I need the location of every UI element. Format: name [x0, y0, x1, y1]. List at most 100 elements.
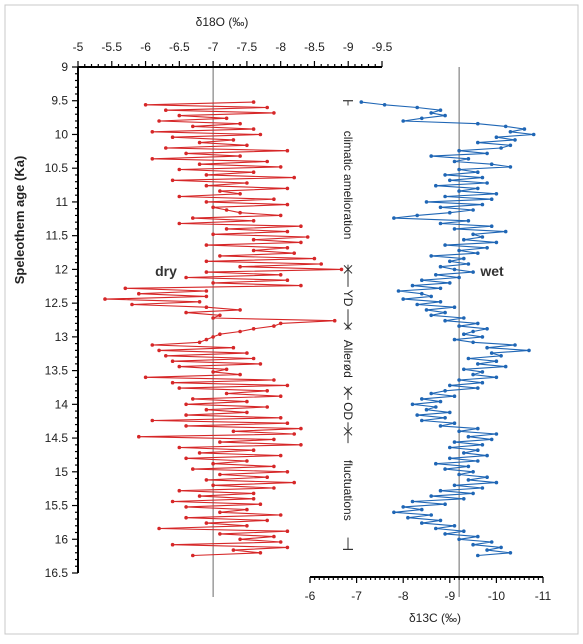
- d18o-data-point: [211, 370, 215, 374]
- period-boundary-mark: [343, 322, 353, 332]
- d18o-data-point: [278, 321, 283, 326]
- d13c-data-point: [476, 140, 480, 145]
- y-tick-label: 14: [55, 397, 69, 411]
- d13c-data-point: [452, 337, 457, 342]
- d18o-data-point: [299, 283, 303, 288]
- d18o-data-point: [245, 524, 249, 528]
- d18o-data-point: [278, 513, 283, 517]
- d18o-data-point: [245, 507, 249, 512]
- d13c-data-point: [462, 332, 466, 337]
- d13c-data-point: [434, 526, 438, 531]
- d13c-data-point: [443, 173, 447, 177]
- d18o-data-point: [197, 451, 202, 455]
- d13c-data-point: [429, 391, 434, 396]
- d18o-data-point: [204, 243, 209, 247]
- d18o-data-point: [197, 162, 202, 166]
- d18o-data-point: [177, 167, 182, 172]
- d18o-data-point: [278, 540, 283, 544]
- d18o-data-point: [238, 537, 242, 542]
- d18o-data-point: [278, 416, 283, 420]
- d18o-data-point: [299, 443, 303, 447]
- d18o-data-point: [137, 434, 141, 439]
- d18o-data-point: [211, 205, 215, 210]
- d18o-data-point: [245, 410, 249, 415]
- d18o-data-point: [177, 488, 182, 493]
- d18o-data-point: [197, 140, 202, 145]
- d18o-data-point: [251, 497, 256, 501]
- d18o-data-point: [218, 254, 222, 258]
- d13c-data-point: [420, 291, 424, 296]
- d13c-data-point: [420, 397, 424, 401]
- d13c-data-point: [448, 259, 452, 264]
- d18o-data-point: [238, 329, 242, 334]
- d13c-data-point: [443, 532, 447, 536]
- d13c-data-point: [485, 327, 489, 331]
- d13c-data-point: [429, 313, 434, 318]
- d18o-data-point: [251, 100, 256, 104]
- d18o-data-point: [238, 192, 242, 196]
- d13c-data-point: [457, 167, 461, 172]
- top-tick-label: -7: [208, 40, 219, 54]
- d13c-data-point: [476, 362, 480, 366]
- period-label: fluctuations: [341, 460, 355, 521]
- d13c-data-point: [448, 383, 452, 388]
- d13c-data-point: [457, 248, 461, 253]
- top-tick-label: -5.5: [101, 40, 122, 54]
- d13c-data-point: [494, 432, 499, 436]
- d18o-data-point: [164, 146, 168, 150]
- d13c-data-point: [494, 240, 499, 245]
- d13c-data-point: [503, 229, 508, 234]
- d18o-data-point: [258, 551, 263, 555]
- d18o-data-point: [299, 426, 303, 431]
- d13c-data-point: [485, 475, 489, 480]
- d18o-data-point: [292, 480, 297, 485]
- d13c-data-point: [494, 135, 499, 139]
- top-axis-label: δ18O (‰): [196, 15, 249, 29]
- d18o-data-point: [218, 332, 222, 337]
- d18o-data-point: [184, 515, 188, 520]
- d18o-data-point: [218, 189, 222, 193]
- d13c-data-point: [438, 424, 443, 428]
- y-tick-label: 9.5: [51, 94, 68, 108]
- d18o-data-point: [258, 362, 263, 366]
- reference-lines: [212, 67, 460, 597]
- d13c-data-point: [485, 151, 489, 156]
- d18o-data-point: [204, 173, 209, 177]
- d18o-data-point: [278, 453, 283, 458]
- period-label-bg: [341, 329, 355, 388]
- d13c-data-point: [480, 380, 485, 385]
- d18o-data-point: [170, 499, 175, 504]
- d13c-data-point: [489, 540, 494, 544]
- d13c-data-point: [457, 429, 461, 434]
- d18o-data-point: [157, 119, 161, 123]
- d13c-data-point: [443, 389, 447, 393]
- d18o-data-point: [184, 151, 188, 156]
- d18o-data-point: [150, 343, 155, 347]
- d18o-data-point: [285, 148, 290, 153]
- d13c-data-point: [476, 459, 480, 463]
- period-label-bg: [341, 105, 355, 265]
- d13c-data-point: [415, 105, 420, 110]
- d18o-data-point: [238, 308, 242, 312]
- y-tick-label: 11.5: [46, 229, 69, 243]
- d18o-data-point: [224, 391, 229, 396]
- d18o-data-point: [204, 337, 209, 342]
- d18o-data-point: [191, 553, 195, 558]
- top-tick-label: -9: [343, 40, 354, 54]
- d18o-data-point: [272, 486, 276, 490]
- d18o-data-point: [231, 429, 236, 434]
- d18o-data-point: [177, 386, 182, 390]
- d13c-data-point: [448, 281, 452, 285]
- d13c-data-point: [438, 399, 443, 404]
- d18o-data-point: [285, 470, 290, 474]
- d18o-data-point: [251, 356, 256, 361]
- d18o-data-point: [278, 273, 283, 277]
- d13c-data-point: [494, 192, 499, 196]
- d13c-data-point: [448, 456, 452, 461]
- d13c-data-point: [452, 267, 457, 272]
- d18o-data-point: [137, 291, 141, 296]
- d13c-data-point: [480, 175, 485, 180]
- period-boundary-mark: [343, 426, 353, 436]
- d13c-data-point: [359, 100, 364, 104]
- d13c-data-point: [457, 189, 461, 193]
